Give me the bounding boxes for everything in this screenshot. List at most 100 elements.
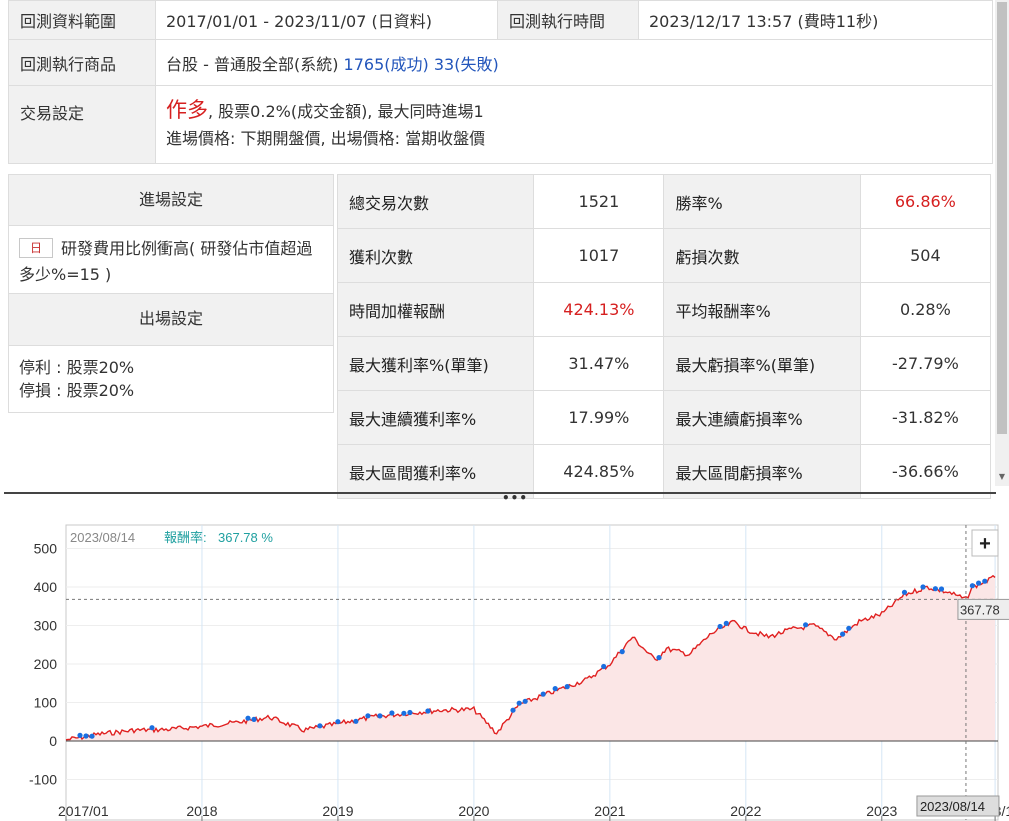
stat-label: 最大區間虧損率% <box>663 444 861 499</box>
y-tick-label: 500 <box>34 541 58 557</box>
product-value: 台股 - 普通股全部(系統) 1765(成功) 33(失敗) <box>155 39 993 86</box>
y-tick-label: 100 <box>34 695 58 711</box>
strategy-settings-panel: 進場設定 日研發費用比例衝高( 研發佔市值超過多少%=15 ) 出場設定 停利 … <box>8 174 334 413</box>
entry-settings-header: 進場設定 <box>8 174 334 226</box>
stat-value: 66.86% <box>859 174 992 229</box>
stat-value: 1521 <box>533 174 665 229</box>
data-point <box>982 578 988 584</box>
zoom-button[interactable]: + <box>971 529 999 557</box>
data-point <box>717 623 723 630</box>
data-point <box>938 586 945 592</box>
scrollbar-thumb[interactable] <box>997 2 1007 434</box>
data-point <box>365 713 371 719</box>
x-tick-label: 2020 <box>458 803 489 819</box>
stat-label: 最大虧損率%(單筆) <box>663 336 861 391</box>
data-point <box>317 723 323 729</box>
data-point <box>401 710 407 716</box>
data-point <box>377 713 383 719</box>
data-point <box>425 708 431 714</box>
fail-count: 33(失敗) <box>433 54 499 74</box>
tooltip-value: 367.78 % <box>218 530 273 545</box>
stat-value: -31.82% <box>859 390 992 445</box>
data-point <box>83 733 89 739</box>
stat-label: 最大連續獲利率% <box>336 390 535 445</box>
product-label: 回測執行商品 <box>8 39 156 86</box>
data-point <box>969 583 976 589</box>
performance-stats-table: 總交易次數 1521 勝率% 66.86% 獲利次數 1017 虧損次數 504 時間加權報酬 4… <box>336 174 992 499</box>
stats-row: 獲利次數 1017 虧損次數 504 <box>336 228 992 283</box>
zoom-plus-icon[interactable]: + <box>979 533 991 555</box>
exit-settings-header: 出場設定 <box>8 294 334 346</box>
stat-value: 424.13% <box>533 282 665 337</box>
data-point <box>846 625 852 631</box>
tooltip-header: 2023/08/14 報酬率: 367.78 % <box>70 530 273 545</box>
stat-label: 平均報酬率% <box>663 282 861 337</box>
trade-price: 進場價格: 下期開盤價, 出場價格: 當期收盤價 <box>166 129 486 148</box>
data-point <box>516 700 522 706</box>
tooltip-date: 2023/08/14 <box>70 530 135 545</box>
data-point <box>901 589 908 595</box>
x-tick-label: 2017/01 <box>58 803 109 819</box>
data-point <box>407 709 413 716</box>
crosshair-date-box: 2023/08/14 <box>916 795 1000 817</box>
y-tick-label: 200 <box>34 656 58 672</box>
data-point <box>522 698 528 704</box>
stat-value: -27.79% <box>859 336 992 391</box>
data-point <box>89 733 95 739</box>
x-tick-label: 2023 <box>866 803 897 819</box>
data-point <box>920 584 926 590</box>
data-point <box>389 710 395 716</box>
x-tick-label: 2022 <box>730 803 761 819</box>
return-area <box>66 575 996 741</box>
y-tick-label: 400 <box>34 579 58 595</box>
stat-value: 17.99% <box>533 390 665 445</box>
stat-value: -36.66% <box>859 444 992 499</box>
trade-detail: , 股票0.2%(成交金額), 最大同時進場1 <box>208 102 484 121</box>
stats-row: 最大獲利率%(單筆) 31.47% 最大虧損率%(單筆) -27.79% <box>336 336 992 391</box>
stat-value: 31.47% <box>533 336 665 391</box>
y-tick-label: 0 <box>49 733 57 749</box>
data-point <box>335 719 341 725</box>
panel-divider <box>4 492 996 494</box>
exec-time-value: 2023/12/17 13:57 (費時11秒) <box>638 0 993 40</box>
resize-grip-icon[interactable]: ••• <box>502 491 529 505</box>
stat-label: 最大區間獲利率% <box>336 444 535 499</box>
scroll-down-icon[interactable]: ▼ <box>998 472 1006 481</box>
stat-label: 勝率% <box>663 174 861 229</box>
data-point <box>932 586 939 592</box>
product-name: 台股 - 普通股全部(系統) <box>166 54 339 74</box>
data-point <box>601 663 607 670</box>
stat-label: 總交易次數 <box>336 174 535 229</box>
crosshair-value-box: 367.78 <box>957 598 1009 620</box>
range-label: 回測資料範圍 <box>8 0 156 40</box>
data-point <box>619 649 625 655</box>
return-chart[interactable]: 500 400 300 200 100 0 -100 2017/01 2018 2019 2020… <box>0 500 1009 821</box>
stat-value: 0.28% <box>859 282 992 337</box>
stat-label: 虧損次數 <box>663 228 861 283</box>
y-axis: 500 400 300 200 100 0 -100 <box>29 541 57 788</box>
data-point <box>251 716 257 722</box>
stat-label: 最大連續虧損率% <box>663 390 861 445</box>
stat-value: 1017 <box>533 228 665 283</box>
stats-row: 最大區間獲利率% 424.85% 最大區間虧損率% -36.66% <box>336 444 992 499</box>
exec-time-label: 回測執行時間 <box>497 0 639 40</box>
data-point <box>552 686 558 692</box>
data-points <box>77 578 988 739</box>
data-point <box>510 707 516 713</box>
x-tick-label: 2018 <box>186 803 217 819</box>
data-point <box>149 725 155 731</box>
stat-value: 504 <box>859 228 992 283</box>
x-tick-label: 2019 <box>322 803 353 819</box>
entry-condition: 日研發費用比例衝高( 研發佔市值超過多少%=15 ) <box>8 226 334 294</box>
scrollbar[interactable]: ▲ ▼ <box>995 0 1009 486</box>
y-tick-label: 300 <box>34 618 58 634</box>
frequency-tag: 日 <box>19 238 54 258</box>
trade-settings-label: 交易設定 <box>8 85 156 164</box>
trade-settings-line1: 作多, 股票0.2%(成交金額), 最大同時進場1 <box>166 97 992 125</box>
stats-row: 總交易次數 1521 勝率% 66.86% <box>336 174 992 229</box>
exit-settings-body: 停利 : 股票20% 停損 : 股票20% <box>8 346 334 413</box>
backtest-info-table: 回測資料範圍 2017/01/01 - 2023/11/07 (日資料) 回測執… <box>8 0 993 164</box>
crosshair-value-label: 367.78 <box>960 602 1000 617</box>
data-point <box>976 580 982 586</box>
data-point <box>77 732 83 738</box>
